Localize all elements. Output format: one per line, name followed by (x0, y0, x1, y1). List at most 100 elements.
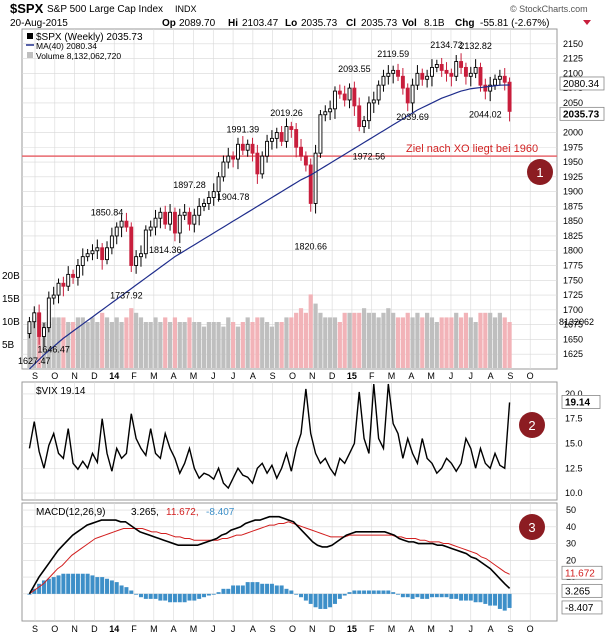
candle-body (42, 327, 46, 337)
volume-bar (158, 322, 163, 368)
volume-bar (119, 322, 124, 368)
x-tick-label-bottom: A (250, 624, 256, 634)
volume-bar (100, 312, 105, 368)
macd-histogram-bar (313, 593, 318, 608)
legend-price: $SPX (Weekly) 2035.73 (36, 32, 143, 43)
ma-value-tag-box (559, 76, 605, 91)
macd-legend-name: MACD(12,26,9) (36, 507, 105, 518)
volume-bar (289, 317, 294, 368)
candle-body (240, 143, 245, 151)
volume-bar (206, 322, 211, 368)
macd-histogram-bar (410, 593, 415, 599)
macd-histogram-bar (274, 585, 279, 594)
macd-histogram-bar (342, 593, 347, 596)
x-tick-label-bottom: N (309, 624, 316, 634)
macd-histogram-bar (27, 593, 32, 595)
candle-body (279, 132, 284, 142)
candle-body (221, 161, 226, 178)
macd-histogram-bar (119, 585, 124, 594)
macd-histogram-bar (231, 585, 236, 594)
macd-y-tick: 20 (566, 555, 576, 565)
price-y-tick: 1900 (563, 187, 583, 197)
candle-body (493, 78, 497, 86)
macd-histogram-bar (66, 573, 71, 594)
candle-body (381, 75, 386, 86)
price-y-tick: 1625 (563, 349, 583, 359)
volume-bar (279, 322, 284, 368)
macd-histogram-bar (100, 577, 105, 594)
volume-bar (148, 322, 153, 368)
x-tick-label-bottom: 14 (109, 624, 119, 634)
high-label: Hi (228, 18, 238, 29)
candle-body (46, 297, 51, 329)
candle-body (463, 66, 468, 77)
macd-histogram-bar (459, 593, 464, 601)
x-tick-label-bottom: A (488, 624, 494, 634)
macd-histogram-bar (381, 590, 386, 594)
candle-body (468, 72, 473, 77)
x-tick-label: M (388, 371, 396, 381)
candle-body (32, 312, 37, 323)
candle-body (75, 265, 80, 278)
x-tick-label-bottom: M (388, 624, 396, 634)
volume-tick-label: 20B (2, 271, 20, 282)
candle-body (299, 146, 303, 157)
ma40-line (29, 84, 510, 370)
price-y-tick: 2100 (563, 68, 583, 78)
badge-2-label: 2 (528, 418, 535, 433)
x-tick-label-bottom: A (171, 624, 177, 634)
candle-body (342, 93, 347, 101)
x-tick-label-bottom: O (527, 624, 534, 634)
macd-histogram-bar (129, 590, 134, 594)
price-y-tick: 1850 (563, 216, 583, 226)
candle-body (134, 256, 139, 266)
volume-bar (492, 317, 498, 368)
macd-histogram-bar (483, 593, 488, 604)
candle-body (318, 114, 323, 154)
macd-histogram-bar (420, 593, 425, 599)
macd-histogram-bar (124, 587, 129, 594)
macd-histogram-bar (473, 593, 478, 603)
volume-bar (32, 317, 37, 368)
macd-histogram-bar (148, 593, 153, 599)
candle-body (177, 214, 182, 234)
volume-bar (391, 312, 396, 368)
price-annotation: 1820.66 (294, 242, 327, 252)
macd-histogram-bar (468, 593, 473, 601)
macd-histogram-bar (158, 593, 163, 601)
volume-bar (187, 317, 192, 368)
volume-bar (347, 312, 352, 368)
candle-body (206, 197, 211, 204)
macd-value-tag-box (561, 583, 603, 598)
volume-bar (366, 312, 372, 368)
macd-histogram-bar (454, 593, 459, 599)
volume-bar (70, 322, 76, 368)
volume-bar (134, 312, 139, 368)
macd-histogram-bar (507, 593, 512, 608)
candle-body (473, 66, 478, 74)
x-tick-label: O (289, 371, 296, 381)
macd-histogram-bar (434, 593, 439, 598)
macd-legend-signal: 11.672, (166, 507, 199, 518)
candle-body (139, 253, 143, 258)
macd-histogram-bar (109, 580, 114, 594)
quote-bar: Op 2089.70 Hi 2103.47 Lo 2035.73 Cl 2035… (162, 18, 591, 29)
high-value: 2103.47 (242, 18, 279, 29)
price-y-tick: 1775 (563, 261, 583, 271)
vix-y-tick: 15.0 (565, 438, 583, 448)
x-tick-label: F (369, 371, 375, 381)
candle-body (109, 235, 114, 249)
macd-histogram-bar (216, 592, 221, 594)
x-tick-label: A (408, 371, 414, 381)
candle-body (294, 129, 299, 148)
open-label: Op (162, 18, 176, 29)
volume-bar (192, 322, 197, 368)
exchange-label: INDX (175, 4, 197, 14)
volume-bar (250, 322, 255, 368)
macd-y-tick: 50 (566, 505, 576, 515)
macd-signal-tag: 11.672 (565, 568, 595, 579)
candle-body (216, 176, 221, 193)
candle-body (391, 69, 396, 74)
candle-body (454, 61, 459, 77)
volume-bar (284, 317, 289, 368)
